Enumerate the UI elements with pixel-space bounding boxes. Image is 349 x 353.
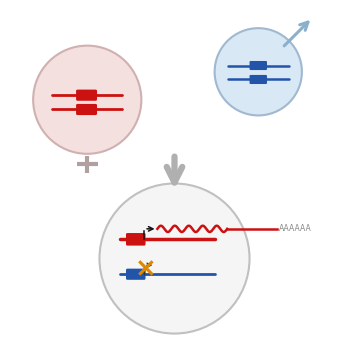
FancyBboxPatch shape — [126, 269, 146, 280]
Circle shape — [215, 28, 302, 115]
Circle shape — [33, 46, 141, 154]
FancyBboxPatch shape — [76, 90, 97, 101]
FancyBboxPatch shape — [250, 75, 267, 84]
Text: AAAAAA: AAAAAA — [279, 225, 312, 233]
FancyBboxPatch shape — [76, 104, 97, 115]
Circle shape — [99, 184, 250, 334]
FancyBboxPatch shape — [126, 233, 146, 246]
FancyBboxPatch shape — [250, 61, 267, 70]
